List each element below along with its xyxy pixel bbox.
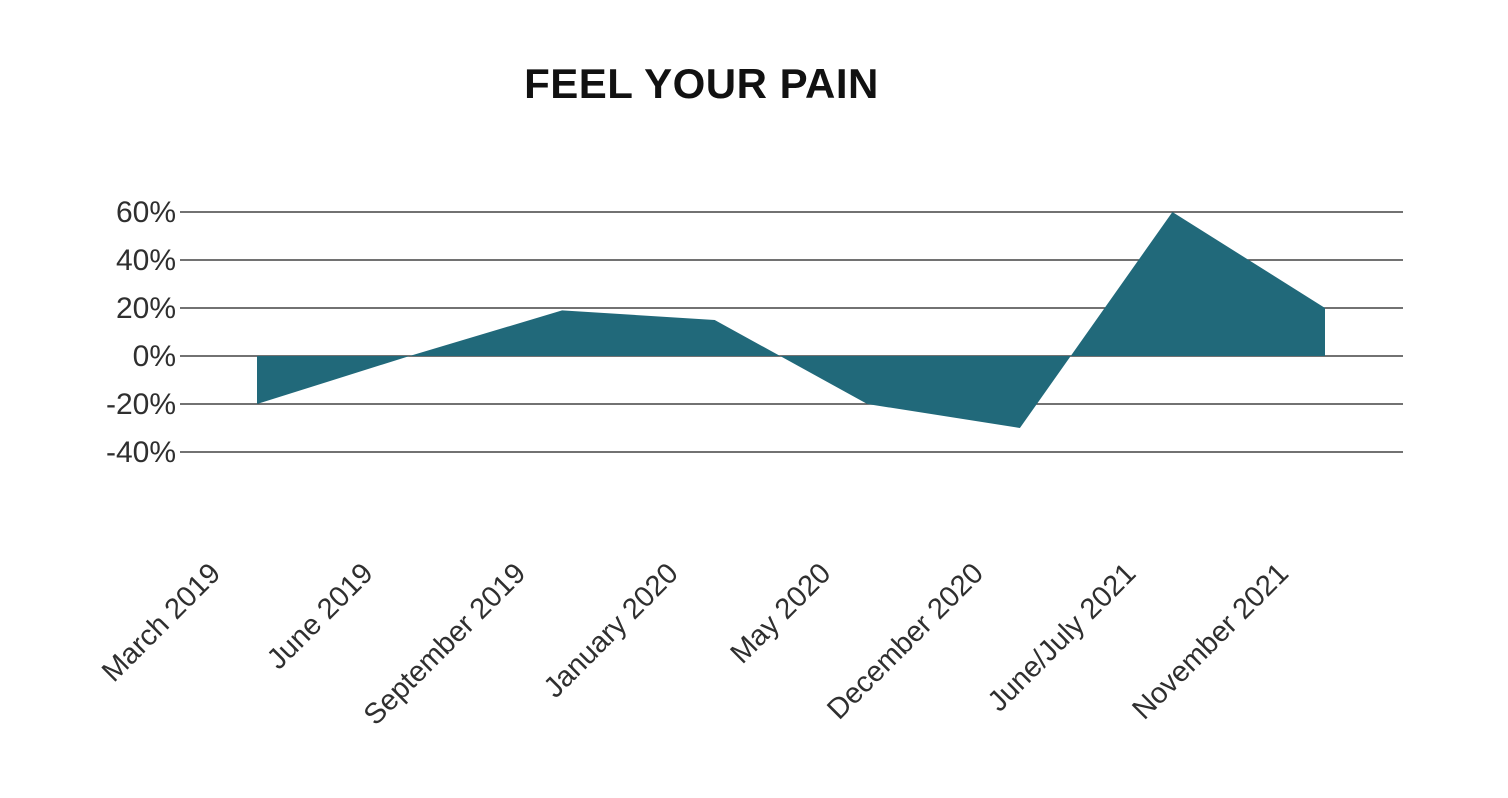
x-axis-tick-label: March 2019 (96, 557, 227, 688)
x-axis-tick-label: January 2020 (538, 557, 685, 704)
x-axis-tick-label: June 2019 (261, 557, 379, 675)
area-series (257, 212, 1325, 428)
y-axis-tick-label: 40% (116, 244, 176, 277)
y-axis-tick-label: 60% (116, 196, 176, 229)
y-axis-tick-label: 20% (116, 292, 176, 325)
x-axis-tick-label: November 2021 (1126, 557, 1295, 726)
x-axis-tick-label: May 2020 (725, 557, 838, 670)
x-axis-tick-label: September 2019 (358, 557, 532, 731)
x-axis-tick-label: June/July 2021 (982, 557, 1143, 718)
y-axis-tick-label: 0% (133, 340, 176, 373)
y-axis-tick-label: -20% (106, 388, 176, 421)
chart-title: FEEL YOUR PAIN (524, 60, 879, 107)
x-axis-tick-label: December 2020 (821, 557, 990, 726)
y-axis-tick-label: -40% (106, 436, 176, 469)
